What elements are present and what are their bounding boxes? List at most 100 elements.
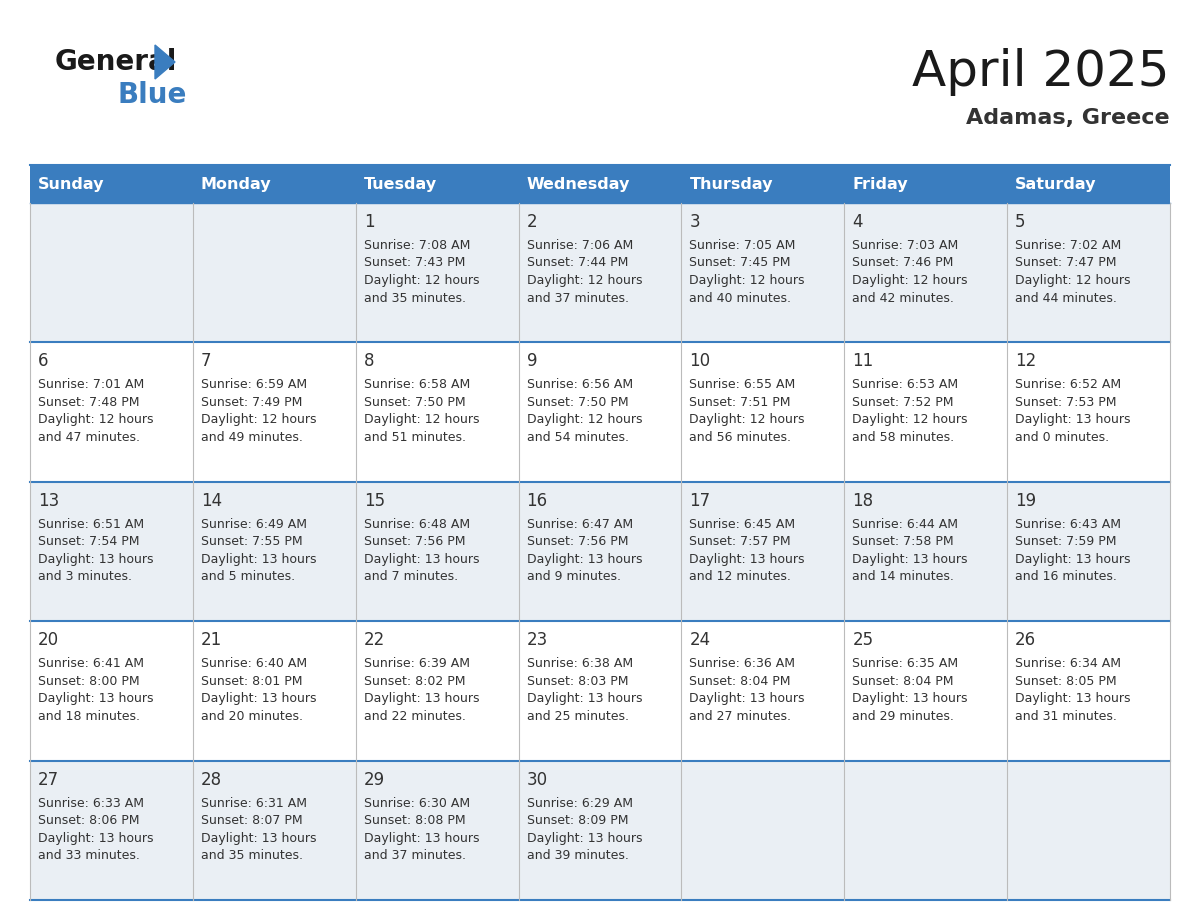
Text: Sunrise: 7:06 AM: Sunrise: 7:06 AM (526, 239, 633, 252)
Text: and 12 minutes.: and 12 minutes. (689, 570, 791, 583)
Text: and 3 minutes.: and 3 minutes. (38, 570, 132, 583)
Text: 26: 26 (1015, 632, 1036, 649)
Text: Daylight: 12 hours: Daylight: 12 hours (689, 274, 805, 287)
Text: Sunset: 8:07 PM: Sunset: 8:07 PM (201, 814, 303, 827)
Text: 9: 9 (526, 353, 537, 370)
Text: and 9 minutes.: and 9 minutes. (526, 570, 620, 583)
Text: Daylight: 13 hours: Daylight: 13 hours (689, 692, 805, 705)
Text: April 2025: April 2025 (912, 48, 1170, 96)
Text: and 7 minutes.: and 7 minutes. (364, 570, 457, 583)
Text: Sunrise: 6:47 AM: Sunrise: 6:47 AM (526, 518, 633, 531)
Text: Daylight: 13 hours: Daylight: 13 hours (689, 553, 805, 565)
Text: Sunset: 7:50 PM: Sunset: 7:50 PM (364, 396, 466, 409)
Text: Sunset: 7:46 PM: Sunset: 7:46 PM (852, 256, 954, 270)
Text: 28: 28 (201, 770, 222, 789)
Text: and 33 minutes.: and 33 minutes. (38, 849, 140, 862)
Text: Sunrise: 6:44 AM: Sunrise: 6:44 AM (852, 518, 959, 531)
Text: and 49 minutes.: and 49 minutes. (201, 431, 303, 444)
Text: 6: 6 (38, 353, 49, 370)
Text: Sunset: 8:02 PM: Sunset: 8:02 PM (364, 675, 466, 688)
Text: Sunset: 8:09 PM: Sunset: 8:09 PM (526, 814, 628, 827)
Text: Sunset: 8:06 PM: Sunset: 8:06 PM (38, 814, 139, 827)
Text: Sunrise: 6:52 AM: Sunrise: 6:52 AM (1015, 378, 1121, 391)
Text: 18: 18 (852, 492, 873, 509)
Text: Sunset: 7:53 PM: Sunset: 7:53 PM (1015, 396, 1117, 409)
Text: Sunset: 8:08 PM: Sunset: 8:08 PM (364, 814, 466, 827)
Text: Daylight: 12 hours: Daylight: 12 hours (38, 413, 153, 426)
Text: 19: 19 (1015, 492, 1036, 509)
Text: and 44 minutes.: and 44 minutes. (1015, 292, 1117, 305)
Text: Sunrise: 6:29 AM: Sunrise: 6:29 AM (526, 797, 632, 810)
Text: Sunrise: 6:31 AM: Sunrise: 6:31 AM (201, 797, 307, 810)
Text: Sunrise: 7:05 AM: Sunrise: 7:05 AM (689, 239, 796, 252)
Text: and 37 minutes.: and 37 minutes. (526, 292, 628, 305)
Text: 22: 22 (364, 632, 385, 649)
Text: and 31 minutes.: and 31 minutes. (1015, 710, 1117, 722)
Text: Daylight: 13 hours: Daylight: 13 hours (38, 553, 153, 565)
Text: Daylight: 13 hours: Daylight: 13 hours (364, 692, 479, 705)
Text: 7: 7 (201, 353, 211, 370)
Text: Sunrise: 6:34 AM: Sunrise: 6:34 AM (1015, 657, 1121, 670)
Text: Sunset: 7:48 PM: Sunset: 7:48 PM (38, 396, 139, 409)
Text: Daylight: 13 hours: Daylight: 13 hours (526, 832, 642, 845)
Bar (30, 165, 1170, 203)
Text: and 16 minutes.: and 16 minutes. (1015, 570, 1117, 583)
Text: and 35 minutes.: and 35 minutes. (364, 292, 466, 305)
Text: Sunrise: 6:55 AM: Sunrise: 6:55 AM (689, 378, 796, 391)
Text: 27: 27 (38, 770, 59, 789)
Text: Sunset: 7:59 PM: Sunset: 7:59 PM (1015, 535, 1117, 548)
Text: 17: 17 (689, 492, 710, 509)
Text: Sunset: 7:45 PM: Sunset: 7:45 PM (689, 256, 791, 270)
Text: 25: 25 (852, 632, 873, 649)
Text: Sunset: 8:00 PM: Sunset: 8:00 PM (38, 675, 140, 688)
Text: Daylight: 13 hours: Daylight: 13 hours (1015, 413, 1131, 426)
Text: Sunday: Sunday (38, 176, 105, 192)
Text: 15: 15 (364, 492, 385, 509)
Text: Sunrise: 6:39 AM: Sunrise: 6:39 AM (364, 657, 469, 670)
Text: Daylight: 12 hours: Daylight: 12 hours (526, 413, 642, 426)
Text: Daylight: 13 hours: Daylight: 13 hours (1015, 553, 1131, 565)
Text: and 18 minutes.: and 18 minutes. (38, 710, 140, 722)
Text: Daylight: 12 hours: Daylight: 12 hours (364, 274, 479, 287)
Text: and 47 minutes.: and 47 minutes. (38, 431, 140, 444)
Text: Sunset: 8:05 PM: Sunset: 8:05 PM (1015, 675, 1117, 688)
Text: Sunrise: 6:59 AM: Sunrise: 6:59 AM (201, 378, 307, 391)
Text: and 51 minutes.: and 51 minutes. (364, 431, 466, 444)
Text: Sunset: 7:52 PM: Sunset: 7:52 PM (852, 396, 954, 409)
Text: Sunrise: 6:33 AM: Sunrise: 6:33 AM (38, 797, 144, 810)
Text: Sunrise: 6:30 AM: Sunrise: 6:30 AM (364, 797, 469, 810)
Text: 2: 2 (526, 213, 537, 231)
Text: Daylight: 12 hours: Daylight: 12 hours (526, 274, 642, 287)
Text: Sunrise: 7:03 AM: Sunrise: 7:03 AM (852, 239, 959, 252)
Text: Sunset: 7:57 PM: Sunset: 7:57 PM (689, 535, 791, 548)
Text: Daylight: 13 hours: Daylight: 13 hours (38, 692, 153, 705)
Text: Sunset: 7:58 PM: Sunset: 7:58 PM (852, 535, 954, 548)
Text: Sunset: 8:04 PM: Sunset: 8:04 PM (852, 675, 954, 688)
Text: 1: 1 (364, 213, 374, 231)
Text: Sunset: 7:44 PM: Sunset: 7:44 PM (526, 256, 628, 270)
Text: Daylight: 12 hours: Daylight: 12 hours (1015, 274, 1131, 287)
Text: 20: 20 (38, 632, 59, 649)
Text: Sunrise: 6:49 AM: Sunrise: 6:49 AM (201, 518, 307, 531)
Text: and 35 minutes.: and 35 minutes. (201, 849, 303, 862)
Text: and 29 minutes.: and 29 minutes. (852, 710, 954, 722)
Text: and 22 minutes.: and 22 minutes. (364, 710, 466, 722)
Text: Sunset: 7:49 PM: Sunset: 7:49 PM (201, 396, 302, 409)
Text: Daylight: 13 hours: Daylight: 13 hours (364, 553, 479, 565)
Text: 11: 11 (852, 353, 873, 370)
Text: Sunrise: 6:48 AM: Sunrise: 6:48 AM (364, 518, 469, 531)
Text: Daylight: 12 hours: Daylight: 12 hours (364, 413, 479, 426)
Text: Daylight: 13 hours: Daylight: 13 hours (201, 832, 316, 845)
Text: and 27 minutes.: and 27 minutes. (689, 710, 791, 722)
Text: and 25 minutes.: and 25 minutes. (526, 710, 628, 722)
Text: Daylight: 13 hours: Daylight: 13 hours (526, 692, 642, 705)
Text: Sunset: 7:43 PM: Sunset: 7:43 PM (364, 256, 465, 270)
Text: Daylight: 12 hours: Daylight: 12 hours (852, 274, 968, 287)
Text: 8: 8 (364, 353, 374, 370)
Text: 10: 10 (689, 353, 710, 370)
Text: General: General (55, 48, 177, 76)
Text: Daylight: 12 hours: Daylight: 12 hours (201, 413, 316, 426)
Bar (30, 482, 1170, 621)
Text: and 39 minutes.: and 39 minutes. (526, 849, 628, 862)
Text: 30: 30 (526, 770, 548, 789)
